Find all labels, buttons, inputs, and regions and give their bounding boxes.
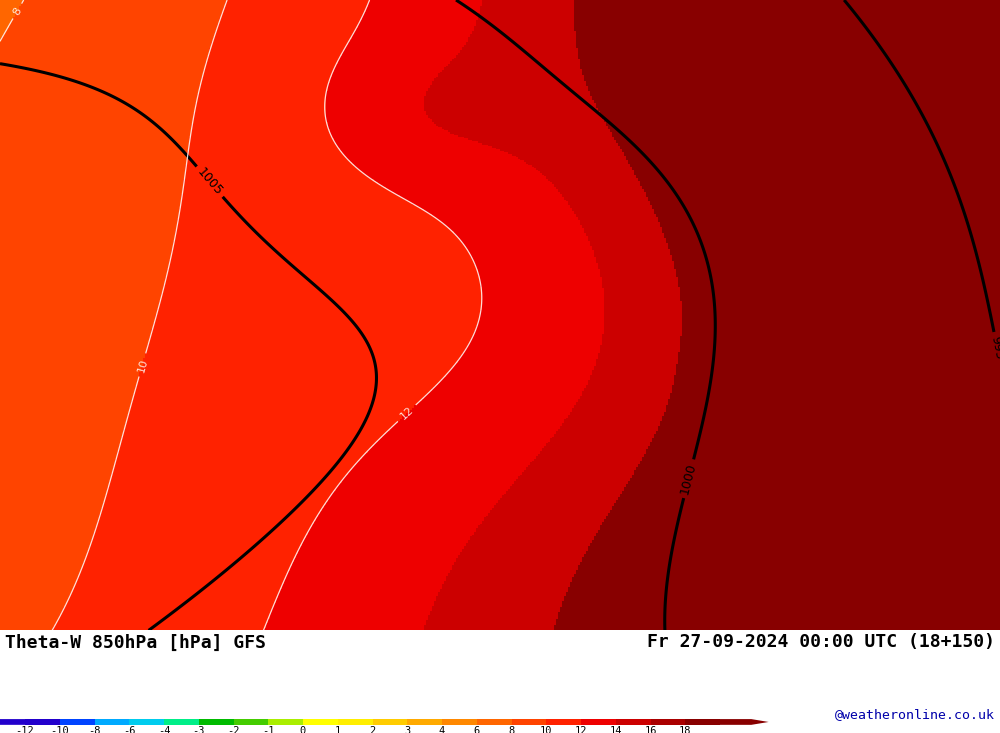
Text: 18: 18: [679, 726, 692, 733]
Bar: [268, 719, 303, 725]
Bar: [234, 719, 268, 725]
Text: -6: -6: [123, 726, 136, 733]
Bar: [199, 719, 234, 725]
Bar: [303, 719, 338, 725]
Bar: [512, 719, 546, 725]
Text: 8: 8: [11, 5, 23, 17]
Text: 3: 3: [404, 726, 410, 733]
Text: 1000: 1000: [678, 462, 699, 496]
Text: -2: -2: [227, 726, 240, 733]
Text: 2: 2: [369, 726, 376, 733]
Bar: [25, 719, 60, 725]
Text: Fr 27-09-2024 00:00 UTC (18+150): Fr 27-09-2024 00:00 UTC (18+150): [647, 633, 995, 652]
Bar: [477, 719, 512, 725]
Bar: [650, 719, 685, 725]
Bar: [616, 719, 650, 725]
Text: 6: 6: [474, 726, 480, 733]
FancyArrow shape: [0, 719, 25, 725]
Bar: [442, 719, 477, 725]
Text: 995: 995: [988, 335, 1000, 361]
Text: @weatheronline.co.uk: @weatheronline.co.uk: [835, 707, 995, 721]
Text: 1: 1: [335, 726, 341, 733]
Text: 4: 4: [439, 726, 445, 733]
Text: -1: -1: [262, 726, 274, 733]
Bar: [129, 719, 164, 725]
Bar: [338, 719, 372, 725]
Text: 16: 16: [644, 726, 657, 733]
Bar: [546, 719, 581, 725]
Text: 0: 0: [300, 726, 306, 733]
Bar: [94, 719, 129, 725]
Bar: [372, 719, 407, 725]
Bar: [164, 719, 199, 725]
Bar: [581, 719, 616, 725]
Text: -10: -10: [50, 726, 69, 733]
Text: 8: 8: [508, 726, 515, 733]
Text: 10: 10: [540, 726, 552, 733]
Text: -3: -3: [192, 726, 205, 733]
Text: 12: 12: [575, 726, 587, 733]
Text: Theta-W 850hPa [hPa] GFS: Theta-W 850hPa [hPa] GFS: [5, 633, 266, 652]
Text: -8: -8: [88, 726, 101, 733]
FancyArrow shape: [720, 719, 769, 725]
Bar: [407, 719, 442, 725]
Text: -12: -12: [16, 726, 34, 733]
Text: 12: 12: [398, 405, 415, 421]
Bar: [60, 719, 94, 725]
Text: 10: 10: [136, 357, 149, 373]
Bar: [685, 719, 720, 725]
Text: -4: -4: [158, 726, 170, 733]
Text: 14: 14: [610, 726, 622, 733]
Text: 1005: 1005: [194, 166, 225, 198]
